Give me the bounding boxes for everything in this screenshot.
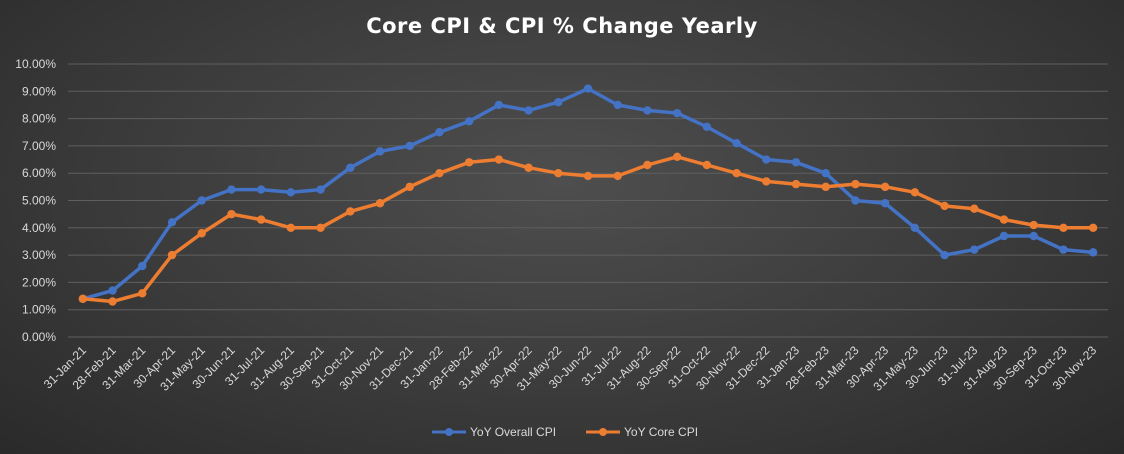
data-point: [732, 138, 741, 148]
y-tick-label: 3.00%: [22, 248, 56, 262]
data-point: [880, 199, 890, 208]
data-point: [405, 141, 414, 151]
data-point: [256, 185, 266, 194]
data-point: [821, 182, 830, 192]
data-point: [346, 163, 355, 172]
data-point: [554, 98, 563, 107]
y-tick-label: 2.00%: [22, 275, 56, 289]
data-point: [643, 106, 652, 115]
data-point: [672, 108, 682, 118]
legend-label: YoY Core CPI: [624, 425, 698, 439]
legend-marker: [599, 428, 607, 436]
data-point: [108, 297, 117, 306]
data-point: [1088, 223, 1098, 232]
data-point: [494, 155, 504, 164]
data-point: [316, 223, 325, 232]
data-point: [910, 188, 920, 197]
data-point: [286, 223, 296, 232]
data-point: [405, 182, 414, 192]
data-point: [791, 158, 801, 167]
y-tick-label: 5.00%: [22, 194, 56, 208]
data-point: [672, 152, 682, 162]
y-tick-label: 7.00%: [22, 139, 56, 153]
data-point: [316, 185, 325, 194]
data-point: [524, 106, 533, 115]
legend-marker: [445, 428, 453, 436]
data-point: [138, 261, 147, 271]
data-point: [286, 188, 296, 197]
data-point: [464, 117, 474, 126]
data-point: [227, 209, 236, 219]
data-point: [375, 147, 385, 156]
y-tick-label: 4.00%: [22, 221, 56, 235]
series-line-overall-cpi: [81, 86, 1095, 301]
data-point: [464, 158, 474, 167]
data-point: [167, 250, 177, 260]
data-point: [227, 185, 236, 194]
data-point: [583, 84, 593, 93]
y-tick-label: 10.00%: [15, 57, 56, 71]
data-point: [702, 160, 712, 170]
data-point: [732, 169, 741, 178]
data-point: [940, 250, 949, 260]
data-point: [970, 204, 979, 213]
data-point: [821, 169, 830, 178]
data-point: [435, 169, 444, 178]
data-point: [762, 177, 771, 186]
data-point: [167, 218, 177, 227]
data-point: [999, 215, 1009, 224]
data-point: [702, 122, 712, 131]
data-point: [435, 128, 444, 137]
data-point: [524, 163, 533, 172]
data-point: [1059, 245, 1068, 254]
data-point: [108, 286, 117, 295]
legend-label: YoY Overall CPI: [470, 425, 556, 439]
data-point: [851, 196, 860, 205]
y-tick-label: 8.00%: [22, 112, 56, 126]
data-point: [970, 245, 979, 254]
y-tick-label: 1.00%: [22, 303, 56, 317]
data-point: [940, 201, 949, 211]
data-point: [762, 155, 771, 164]
data-point: [880, 182, 890, 192]
data-point: [910, 223, 920, 232]
chart-title: Core CPI & CPI % Change Yearly: [366, 14, 758, 38]
data-point: [554, 169, 563, 178]
data-point: [197, 229, 206, 238]
data-point: [791, 179, 801, 189]
data-point: [999, 231, 1009, 241]
data-point: [138, 289, 147, 298]
data-point: [197, 196, 206, 205]
data-point: [1088, 248, 1098, 257]
data-point: [583, 171, 593, 181]
y-tick-label: 6.00%: [22, 166, 56, 180]
data-point: [494, 100, 504, 110]
data-point: [1029, 220, 1038, 230]
data-point: [613, 171, 622, 181]
data-point: [613, 100, 622, 110]
data-point: [78, 294, 88, 303]
data-point: [375, 199, 385, 208]
y-tick-label: 9.00%: [22, 84, 56, 98]
data-point: [1029, 231, 1038, 241]
data-point: [851, 179, 860, 189]
y-tick-label: 0.00%: [22, 330, 56, 344]
data-point: [1059, 223, 1068, 232]
data-point: [256, 215, 266, 224]
data-point: [346, 207, 355, 216]
data-point: [643, 160, 652, 170]
